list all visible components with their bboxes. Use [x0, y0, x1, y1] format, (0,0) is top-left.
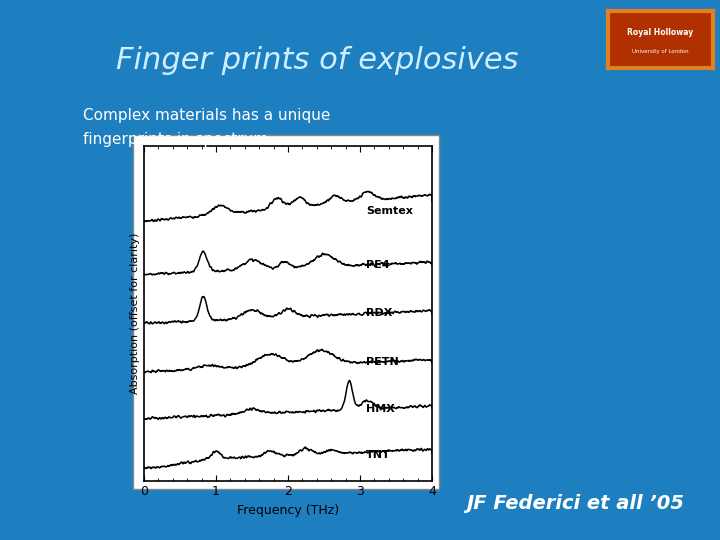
Text: HMX: HMX: [366, 404, 395, 414]
Text: TNT: TNT: [366, 450, 390, 460]
Text: Finger prints of explosives: Finger prints of explosives: [115, 46, 518, 75]
Text: Semtex: Semtex: [366, 206, 413, 217]
Text: Complex materials has a unique: Complex materials has a unique: [83, 108, 330, 123]
Text: fingerprints in spectrum: fingerprints in spectrum: [83, 132, 268, 147]
Text: University of London: University of London: [632, 49, 689, 54]
Text: PE4: PE4: [366, 260, 390, 269]
Text: PETN: PETN: [366, 357, 398, 367]
Text: JF Federici et all ’05: JF Federici et all ’05: [466, 494, 684, 513]
X-axis label: Frequency (THz): Frequency (THz): [237, 504, 339, 517]
Y-axis label: Absorption (offset for clarity): Absorption (offset for clarity): [130, 233, 140, 394]
Text: Royal Holloway: Royal Holloway: [627, 28, 694, 37]
Text: RDX: RDX: [366, 308, 392, 319]
